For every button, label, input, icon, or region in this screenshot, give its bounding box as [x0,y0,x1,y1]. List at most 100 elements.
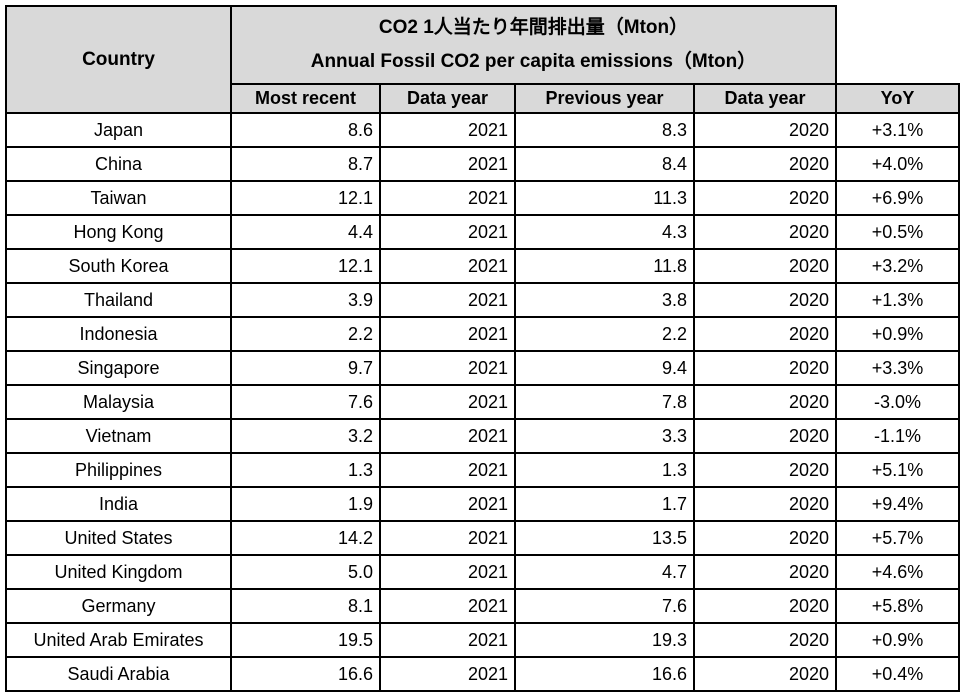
most-recent-cell: 7.6 [230,384,381,420]
previous-year-cell: 7.8 [514,384,695,420]
previous-year-cell: 1.3 [514,452,695,488]
most-recent-cell: 4.4 [230,214,381,250]
most-recent-cell: 8.1 [230,588,381,624]
previous-year-cell: 4.7 [514,554,695,590]
country-cell: Indonesia [5,316,232,352]
data-year-cell: 2020 [693,656,837,692]
country-cell: United States [5,520,232,556]
country-cell: United Kingdom [5,554,232,590]
data-year-cell: 2020 [693,248,837,284]
table-row: Indonesia 2.2 2021 2.2 2020 +0.9% [5,316,960,352]
data-year-cell: 2020 [693,350,837,386]
table-row: Vietnam 3.2 2021 3.3 2020 -1.1% [5,418,960,454]
country-cell: United Arab Emirates [5,622,232,658]
data-year-cell: 2020 [693,146,837,182]
data-year-cell: 2020 [693,554,837,590]
yoy-cell: -1.1% [835,418,960,454]
most-recent-cell: 5.0 [230,554,381,590]
data-year-cell: 2021 [379,486,516,522]
most-recent-cell: 8.7 [230,146,381,182]
previous-year-cell: 11.8 [514,248,695,284]
data-year-cell: 2021 [379,146,516,182]
data-year-cell: 2020 [693,282,837,318]
data-year-cell: 2020 [693,180,837,216]
most-recent-cell: 9.7 [230,350,381,386]
table-row: Taiwan 12.1 2021 11.3 2020 +6.9% [5,180,960,216]
data-year-cell: 2021 [379,384,516,420]
country-cell: Vietnam [5,418,232,454]
table-row: United Kingdom 5.0 2021 4.7 2020 +4.6% [5,554,960,590]
most-recent-cell: 3.2 [230,418,381,454]
yoy-cell: +5.8% [835,588,960,624]
most-recent-cell: 12.1 [230,248,381,284]
column-header-data-year-1: Data year [379,83,516,114]
table-row: China 8.7 2021 8.4 2020 +4.0% [5,146,960,182]
yoy-cell: +5.1% [835,452,960,488]
column-header-data-year-2: Data year [693,83,837,114]
table-row: United States 14.2 2021 13.5 2020 +5.7% [5,520,960,556]
country-cell: Japan [5,112,232,148]
data-year-cell: 2021 [379,452,516,488]
data-year-cell: 2021 [379,622,516,658]
data-year-cell: 2021 [379,350,516,386]
country-cell: Germany [5,588,232,624]
data-year-cell: 2021 [379,248,516,284]
yoy-cell: -3.0% [835,384,960,420]
most-recent-cell: 14.2 [230,520,381,556]
data-year-cell: 2021 [379,554,516,590]
data-year-cell: 2020 [693,588,837,624]
data-year-cell: 2021 [379,282,516,318]
empty-corner-cell [835,6,959,85]
data-year-cell: 2021 [379,418,516,454]
table-title-japanese: CO2 1人当たり年間排出量（Mton） [378,17,689,38]
table-row: Saudi Arabia 16.6 2021 16.6 2020 +0.4% [5,656,960,692]
table-row: South Korea 12.1 2021 11.8 2020 +3.2% [5,248,960,284]
yoy-cell: +3.3% [835,350,960,386]
data-year-cell: 2021 [379,316,516,352]
co2-emissions-sheet: Country CO2 1人当たり年間排出量（Mton） Annual Foss… [5,5,960,692]
data-year-cell: 2021 [379,656,516,692]
data-year-cell: 2020 [693,622,837,658]
country-column-header: Country [5,5,232,114]
data-year-cell: 2020 [693,384,837,420]
data-year-cell: 2021 [379,112,516,148]
country-cell: China [5,146,232,182]
yoy-cell: +9.4% [835,486,960,522]
country-cell: India [5,486,232,522]
column-header-previous-year: Previous year [514,83,695,114]
previous-year-cell: 9.4 [514,350,695,386]
previous-year-cell: 16.6 [514,656,695,692]
table-row: Singapore 9.7 2021 9.4 2020 +3.3% [5,350,960,386]
previous-year-cell: 11.3 [514,180,695,216]
most-recent-cell: 8.6 [230,112,381,148]
table-row: United Arab Emirates 19.5 2021 19.3 2020 +0.9… [5,622,960,658]
country-cell: Hong Kong [5,214,232,250]
column-header-yoy: YoY [835,83,960,114]
data-year-cell: 2020 [693,486,837,522]
most-recent-cell: 1.3 [230,452,381,488]
country-cell: Malaysia [5,384,232,420]
table-row: Thailand 3.9 2021 3.8 2020 +1.3% [5,282,960,318]
yoy-cell: +1.3% [835,282,960,318]
data-year-cell: 2021 [379,520,516,556]
most-recent-cell: 2.2 [230,316,381,352]
most-recent-cell: 12.1 [230,180,381,216]
data-year-cell: 2020 [693,316,837,352]
previous-year-cell: 19.3 [514,622,695,658]
previous-year-cell: 7.6 [514,588,695,624]
table-row: India 1.9 2021 1.7 2020 +9.4% [5,486,960,522]
table-row: Germany 8.1 2021 7.6 2020 +5.8% [5,588,960,624]
yoy-cell: +0.9% [835,622,960,658]
country-cell: South Korea [5,248,232,284]
table-row: Hong Kong 4.4 2021 4.3 2020 +0.5% [5,214,960,250]
yoy-cell: +3.2% [835,248,960,284]
table-row: Philippines 1.3 2021 1.3 2020 +5.1% [5,452,960,488]
table-title-english: Annual Fossil CO2 per capita emissions（M… [310,51,757,72]
yoy-cell: +3.1% [835,112,960,148]
most-recent-cell: 3.9 [230,282,381,318]
data-year-cell: 2020 [693,214,837,250]
table-row: Japan 8.6 2021 8.3 2020 +3.1% [5,112,960,148]
data-year-cell: 2021 [379,180,516,216]
co2-emissions-table: Country CO2 1人当たり年間排出量（Mton） Annual Foss… [5,5,960,692]
most-recent-cell: 19.5 [230,622,381,658]
